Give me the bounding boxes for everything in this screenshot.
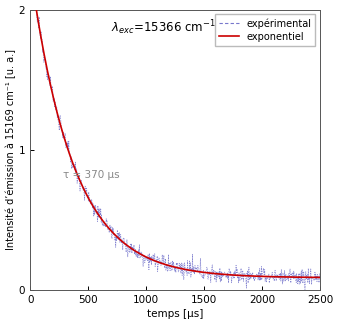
Text: $\lambda_{exc}$=15366 cm$^{-1}$: $\lambda_{exc}$=15366 cm$^{-1}$	[111, 18, 216, 37]
Y-axis label: Intensité d’émission à 15169 cm⁻¹ [u. a.]: Intensité d’émission à 15169 cm⁻¹ [u. a.…	[5, 49, 16, 251]
X-axis label: temps [μs]: temps [μs]	[147, 309, 203, 319]
Legend: expérimental, exponentiel: expérimental, exponentiel	[216, 14, 316, 46]
Text: τ = 370 μs: τ = 370 μs	[63, 170, 119, 180]
